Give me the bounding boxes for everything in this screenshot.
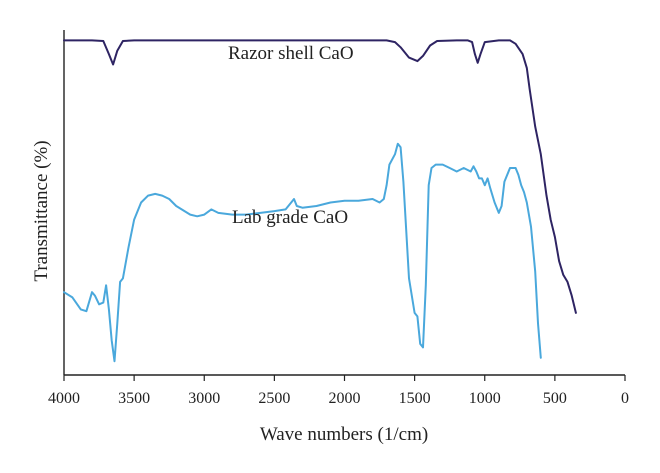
x-axis-title: Wave numbers (1/cm) <box>260 424 428 445</box>
series-group <box>63 39 577 363</box>
plot-area: 4000 3500 3000 2500 2000 1500 1000 500 0 Razor s… <box>48 30 629 407</box>
x-tick-label: 4000 <box>48 390 80 407</box>
x-tick-label: 1000 <box>469 390 501 407</box>
series-line-razor-shell <box>63 39 577 314</box>
x-tick-label: 2000 <box>329 390 361 407</box>
y-axis-title: Transmittance (%) <box>31 140 52 281</box>
series-line-lab-grade <box>63 142 542 363</box>
x-tick-label: 3500 <box>118 390 150 407</box>
x-tick-label: 2500 <box>258 390 290 407</box>
x-tick-label: 0 <box>621 390 629 407</box>
series-label-lab-grade: Lab grade CaO <box>232 207 348 228</box>
x-axis-ticks: 4000 3500 3000 2500 2000 1500 1000 500 0 <box>48 375 629 407</box>
x-tick-label: 3000 <box>188 390 220 407</box>
x-tick-label: 500 <box>543 390 567 407</box>
x-tick-label: 1500 <box>399 390 431 407</box>
series-label-razor-shell: Razor shell CaO <box>228 43 354 64</box>
